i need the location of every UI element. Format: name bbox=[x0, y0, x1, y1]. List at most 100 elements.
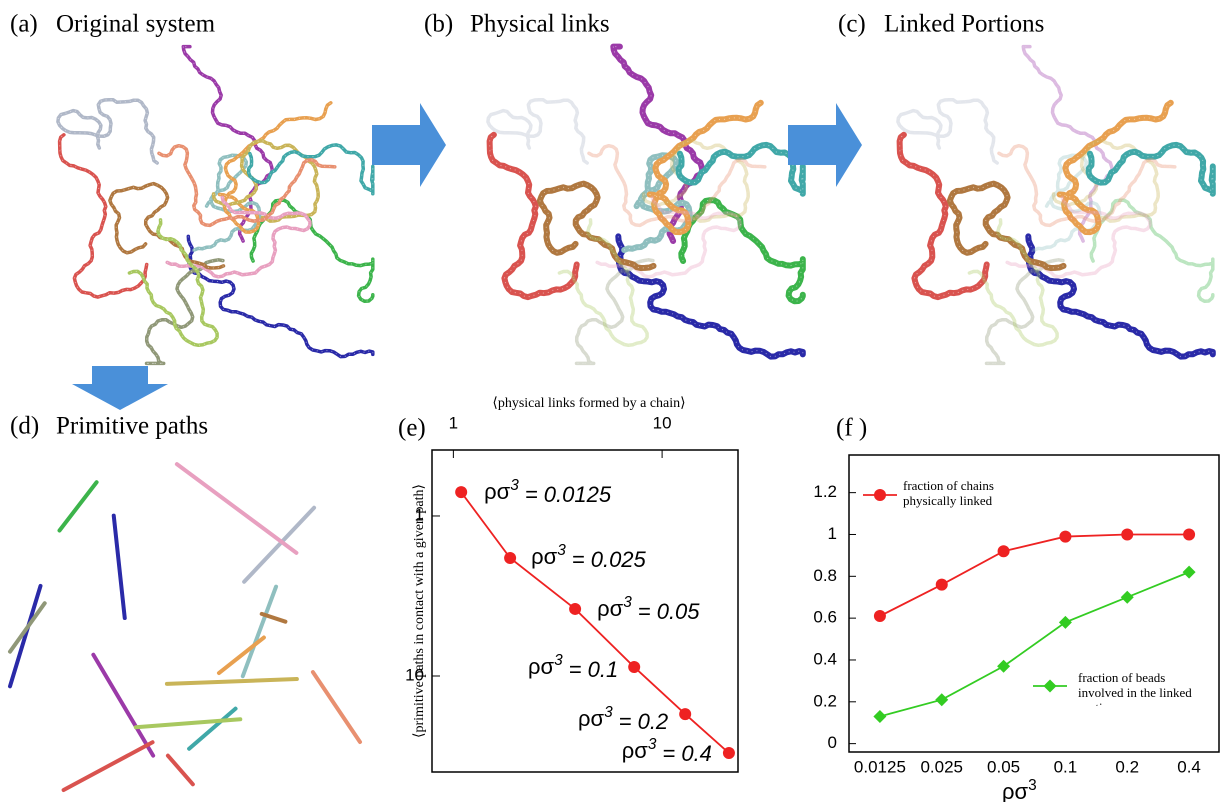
polymer-chain bbox=[165, 195, 312, 279]
x-tick-label: 1 bbox=[449, 413, 458, 432]
y-tick-label: 1.2 bbox=[813, 482, 837, 501]
data-point bbox=[873, 610, 886, 623]
polymer-chain bbox=[896, 131, 990, 301]
annotation-base: ρσ bbox=[622, 738, 649, 763]
polymer-chain bbox=[678, 197, 806, 305]
polymer-chain bbox=[557, 218, 649, 348]
data-point bbox=[997, 545, 1010, 558]
polymer-beads bbox=[969, 219, 1058, 346]
polymer-chain bbox=[621, 152, 693, 253]
annotation-base: ρσ bbox=[531, 544, 558, 569]
y-tick-label: 0.4 bbox=[813, 649, 837, 668]
data-point bbox=[569, 602, 582, 615]
molecular-renderings bbox=[8, 43, 1216, 792]
legend-entry: fraction of beads involved in the linked… bbox=[1078, 670, 1192, 706]
x-tick-label: 0.05 bbox=[987, 757, 1020, 776]
primitive-path bbox=[216, 635, 266, 676]
polymer-chain bbox=[967, 218, 1059, 348]
data-point bbox=[1121, 528, 1134, 541]
x-axis-label-exponent: 3 bbox=[1028, 777, 1037, 794]
annotation-exponent: 3 bbox=[554, 652, 563, 669]
data-point bbox=[873, 709, 887, 723]
polymer-chain bbox=[486, 97, 589, 165]
chart-title: (e) bbox=[398, 415, 426, 442]
polymer-beads bbox=[1022, 46, 1113, 242]
primitive-path bbox=[8, 601, 47, 654]
annotation: ρσ3 = 0.0125 bbox=[484, 477, 612, 507]
polymer-chain bbox=[157, 143, 337, 228]
polymer-chain bbox=[574, 258, 655, 366]
polymer-beads bbox=[612, 46, 703, 242]
polymer-chain bbox=[675, 141, 806, 197]
x-axis-label-base: ρσ bbox=[1002, 779, 1029, 802]
polymer-chain bbox=[1085, 141, 1216, 197]
polymer-beads bbox=[617, 236, 804, 358]
x-tick-label: 0.2 bbox=[1115, 757, 1139, 776]
data-point bbox=[935, 578, 948, 591]
annotation: ρσ3 = 0.05 bbox=[597, 594, 700, 624]
x-tick-label: 0.0125 bbox=[854, 757, 906, 776]
primitive-path bbox=[310, 670, 362, 744]
polymer-chain bbox=[587, 143, 767, 228]
panel-title: Primitive paths bbox=[56, 413, 208, 440]
polymer-beads bbox=[182, 46, 273, 242]
data-point bbox=[1183, 528, 1196, 541]
polymer-chain bbox=[595, 195, 742, 279]
polymer-beads bbox=[129, 219, 218, 346]
data-point bbox=[1058, 615, 1072, 629]
polymer-chain bbox=[997, 143, 1177, 228]
primitive-path bbox=[187, 706, 238, 751]
panel-label: (d) bbox=[10, 413, 39, 440]
primitive-path bbox=[164, 677, 299, 686]
panel-label: (a) bbox=[10, 11, 38, 38]
primitive-path bbox=[91, 652, 156, 758]
arrow bbox=[788, 103, 862, 187]
data-point bbox=[679, 708, 692, 721]
polymer-chain bbox=[1032, 153, 1102, 252]
polymer-chain bbox=[946, 180, 1067, 271]
polymer-chain bbox=[56, 97, 159, 165]
panel-title: Physical links bbox=[470, 11, 610, 38]
series-line bbox=[460, 491, 730, 754]
primitive-path bbox=[242, 505, 317, 584]
polymer-chain bbox=[1021, 44, 1115, 243]
x-tick-label: 10 bbox=[653, 413, 672, 432]
legend-marker bbox=[874, 489, 886, 501]
annotation-base: ρσ bbox=[528, 654, 555, 679]
legend-marker bbox=[1043, 679, 1057, 693]
panel-label: (b) bbox=[424, 11, 453, 38]
polymer-beads bbox=[576, 259, 653, 364]
y-tick-label: 0.2 bbox=[813, 691, 837, 710]
annotation: ρσ3 = 0.4 bbox=[622, 736, 712, 766]
polymer-chain bbox=[217, 101, 333, 234]
annotation-text: = 0.0125 bbox=[525, 482, 612, 507]
data-point bbox=[504, 551, 517, 564]
polymer-chain bbox=[211, 139, 320, 223]
panel-title: Linked Portions bbox=[884, 11, 1044, 38]
arrow bbox=[372, 103, 446, 187]
y-tick-label: 0 bbox=[828, 733, 837, 752]
arrow bbox=[72, 366, 168, 410]
data-point bbox=[1120, 590, 1134, 604]
plot-frame bbox=[431, 449, 739, 773]
y-tick-label: 1 bbox=[828, 524, 837, 543]
annotation-text: = 0.4 bbox=[662, 741, 712, 766]
data-point bbox=[997, 659, 1011, 673]
annotation-base: ρσ bbox=[484, 479, 511, 504]
series-line bbox=[879, 533, 1190, 617]
x-tick-label: 0.025 bbox=[920, 757, 963, 776]
polymer-beads bbox=[986, 259, 1063, 364]
chart-title: (f ) bbox=[836, 415, 867, 442]
polymer-beads bbox=[187, 236, 374, 358]
panel-label: (c) bbox=[838, 11, 866, 38]
polymer-chain bbox=[192, 153, 262, 252]
annotation: ρσ3 = 0.1 bbox=[528, 652, 618, 682]
polymer-chain bbox=[1005, 195, 1152, 279]
y-tick-label: 1 bbox=[415, 505, 424, 524]
plot-frame bbox=[848, 454, 1220, 753]
polymer-chain bbox=[486, 131, 580, 301]
polymer-chain bbox=[641, 139, 750, 223]
annotation-text: = 0.05 bbox=[638, 599, 701, 624]
